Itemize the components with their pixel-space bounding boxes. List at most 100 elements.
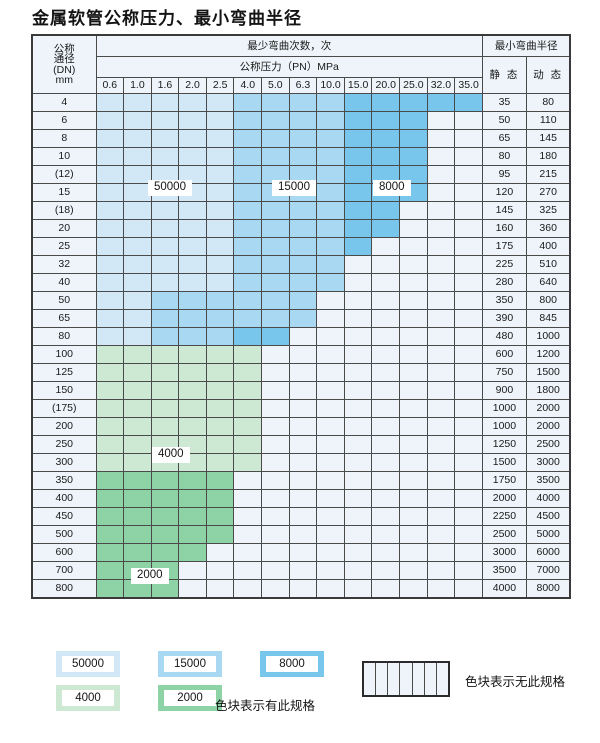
table-row: 400 2000 4000 (31, 489, 571, 508)
legend-no-spec-stripe (436, 663, 448, 695)
cell-pressure (123, 111, 152, 130)
cell-dn: 8 (31, 129, 97, 148)
cell-pressure (316, 561, 345, 580)
cell-pressure (205, 453, 235, 472)
cell-dn: 20 (31, 219, 97, 238)
header-pn-32.0: 32.0 (426, 77, 456, 94)
cell-pressure (233, 345, 263, 364)
table-row: 40 280 640 (31, 273, 571, 292)
table-row: 6 50 110 (31, 111, 571, 130)
cell-dn: 25 (31, 237, 97, 256)
cell-pressure (343, 543, 373, 562)
cell-pressure (95, 165, 125, 184)
cell-pressure (233, 147, 263, 166)
cell-dynamic-radius: 510 (525, 255, 571, 274)
cell-pressure (288, 579, 318, 599)
cell-static-radius: 225 (481, 255, 527, 274)
cell-pressure (454, 147, 483, 166)
cell-dynamic-radius: 3500 (525, 471, 571, 490)
table-row: 600 3000 6000 (31, 543, 571, 562)
cell-pressure (178, 471, 207, 490)
cell-pressure (233, 543, 263, 562)
cell-static-radius: 120 (481, 183, 527, 202)
cell-dynamic-radius: 6000 (525, 543, 571, 562)
cell-dynamic-radius: 400 (525, 237, 571, 256)
cell-pressure (261, 525, 290, 544)
cell-pressure (150, 399, 180, 418)
legend-has-spec-label: 色块表示有此规格 (215, 699, 316, 713)
cell-pressure (316, 291, 345, 310)
cell-pressure (123, 93, 152, 112)
cell-pressure (150, 471, 180, 490)
cell-pressure (178, 345, 207, 364)
cell-pressure (261, 507, 290, 526)
cell-static-radius: 750 (481, 363, 527, 382)
cell-pressure (371, 345, 401, 364)
cell-pressure (95, 363, 125, 382)
cell-pressure (454, 327, 483, 346)
cell-pressure (123, 507, 152, 526)
cell-dn: 300 (31, 453, 97, 472)
cell-pressure (343, 417, 373, 436)
header-pn-6.3: 6.3 (288, 77, 318, 94)
cell-pressure (95, 453, 125, 472)
legend-swatch-label: 8000 (266, 656, 318, 672)
cell-pressure (399, 147, 428, 166)
cell-pressure (454, 237, 483, 256)
cell-pressure (316, 147, 345, 166)
table-row: 65 390 845 (31, 309, 571, 328)
cell-pressure (343, 165, 373, 184)
cell-pressure (426, 561, 456, 580)
cell-pressure (426, 579, 456, 599)
cell-pressure (426, 147, 456, 166)
table-head: 公称 通径 (DN) mm 最少弯曲次数，次 最小弯曲半径 公称压力（PN）MP… (31, 34, 571, 94)
cell-pressure (343, 399, 373, 418)
cell-pressure (426, 507, 456, 526)
cell-pressure (343, 345, 373, 364)
header-pn-1.0: 1.0 (123, 77, 152, 94)
cell-pressure (343, 273, 373, 292)
cell-dn: 40 (31, 273, 97, 292)
cell-pressure (454, 453, 483, 472)
cell-pressure (150, 363, 180, 382)
cell-pressure (454, 255, 483, 274)
cell-pressure (233, 417, 263, 436)
cell-pressure (399, 435, 428, 454)
table-row: 125 750 1500 (31, 363, 571, 382)
cell-pressure (454, 291, 483, 310)
cell-pressure (95, 201, 125, 220)
table-row: 450 2250 4500 (31, 507, 571, 526)
cell-pressure (316, 309, 345, 328)
cell-pressure (205, 219, 235, 238)
cell-pressure (123, 201, 152, 220)
cell-pressure (316, 183, 345, 202)
cell-dynamic-radius: 7000 (525, 561, 571, 580)
cell-pressure (288, 525, 318, 544)
cell-pressure (426, 129, 456, 148)
cell-static-radius: 50 (481, 111, 527, 130)
cell-pressure (454, 381, 483, 400)
cell-dynamic-radius: 8000 (525, 579, 571, 599)
cell-pressure (233, 183, 263, 202)
cell-pressure (343, 381, 373, 400)
cell-pressure (123, 129, 152, 148)
cell-static-radius: 3000 (481, 543, 527, 562)
cell-pressure (288, 561, 318, 580)
table-row: 250 1250 2500 (31, 435, 571, 454)
table-row: 300 1500 3000 (31, 453, 571, 472)
cell-pressure (316, 471, 345, 490)
cell-pressure (454, 345, 483, 364)
cell-pressure (426, 327, 456, 346)
cell-pressure (233, 309, 263, 328)
cell-pressure (426, 111, 456, 130)
cell-pressure (288, 417, 318, 436)
cell-pressure (371, 507, 401, 526)
cell-pressure (316, 165, 345, 184)
cell-pressure (316, 489, 345, 508)
cell-pressure (123, 525, 152, 544)
cell-pressure (95, 399, 125, 418)
cell-pressure (205, 363, 235, 382)
cell-pressure (150, 291, 180, 310)
cell-pressure (205, 201, 235, 220)
header-pn-2.5: 2.5 (205, 77, 235, 94)
